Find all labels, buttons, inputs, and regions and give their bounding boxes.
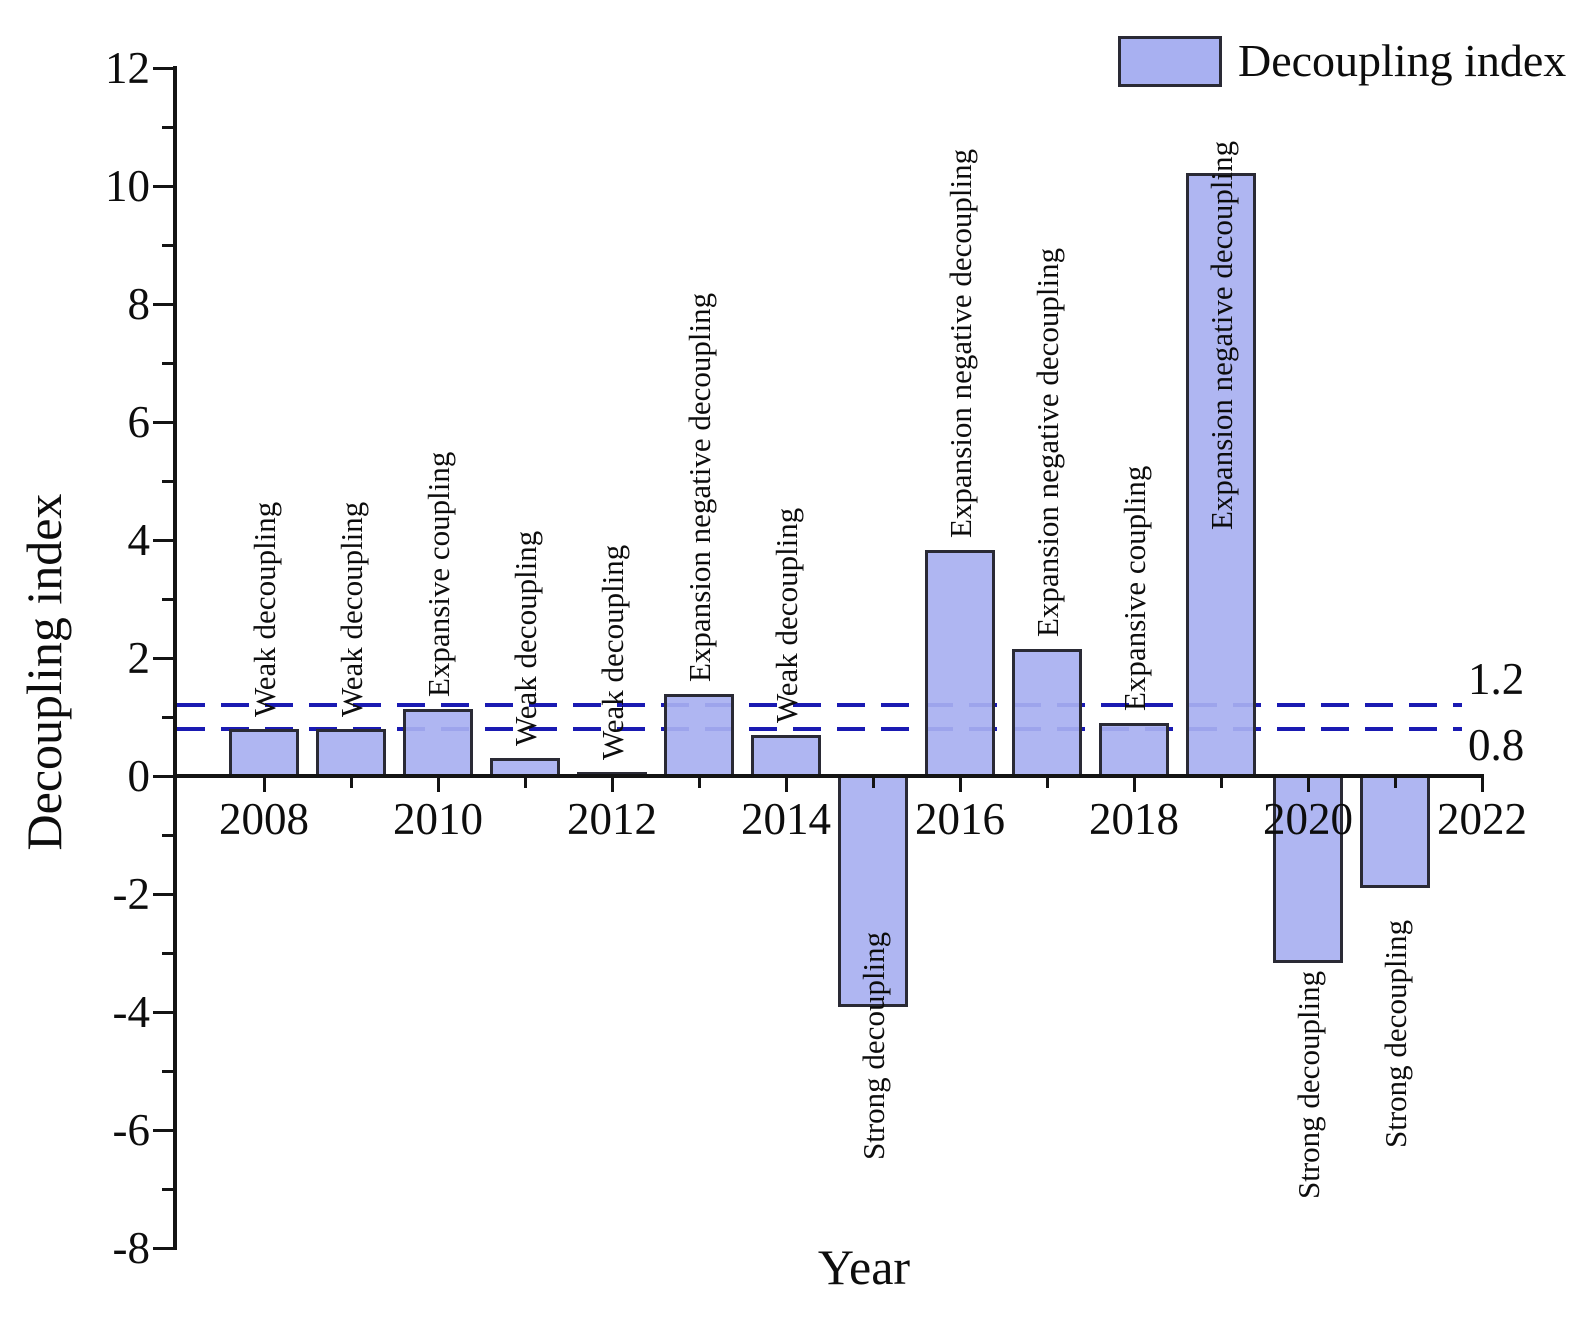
y-tick-label-10: 10	[105, 161, 150, 211]
y-tick-2	[153, 656, 175, 660]
y-tick-11	[162, 125, 175, 129]
x-tick-2011	[523, 776, 527, 788]
reference-line-label-0.8: 0.8	[1468, 720, 1525, 770]
x-tick-label-2018: 2018	[1089, 794, 1179, 844]
bar-2010	[403, 709, 473, 778]
bar-annotation-2013: Expansion negative decoupling	[681, 292, 717, 682]
x-tick-2010	[436, 776, 440, 792]
y-tick-3	[162, 597, 175, 601]
bar-annotation-2020: Strong decoupling	[1290, 970, 1326, 1200]
bar-2008	[229, 728, 299, 778]
x-tick-2021	[1393, 776, 1397, 788]
x-tick-label-2020: 2020	[1263, 794, 1353, 844]
bar-annotation-2019: Expansion negative decoupling	[1203, 140, 1239, 531]
y-tick-1	[162, 715, 175, 719]
x-tick-2016	[958, 776, 962, 792]
y-axis-line	[173, 66, 177, 1250]
y-tick-5	[162, 479, 175, 483]
x-tick-label-2016: 2016	[915, 794, 1005, 844]
bar-2018	[1099, 722, 1169, 778]
legend-label: Decoupling index	[1238, 35, 1567, 86]
y-tick--8	[153, 1246, 175, 1250]
bar-2016	[925, 550, 995, 778]
bar-annotation-2011: Weak decoupling	[507, 531, 543, 747]
bar-annotation-2010: Expansive coupling	[420, 451, 456, 698]
y-tick-label-0: 0	[127, 751, 151, 801]
x-tick-2019	[1219, 776, 1223, 788]
x-tick-2008	[262, 776, 266, 792]
y-tick-9	[162, 243, 175, 247]
y-tick--3	[162, 951, 175, 955]
y-tick--6	[153, 1128, 175, 1132]
reference-line-0.8	[177, 726, 1462, 731]
y-axis-title-text: Decoupling index	[16, 493, 72, 851]
x-tick-2022	[1480, 776, 1484, 792]
y-tick-7	[162, 361, 175, 365]
bar-annotation-2021: Strong decoupling	[1377, 919, 1413, 1149]
y-tick--5	[162, 1069, 175, 1073]
y-tick--7	[162, 1187, 175, 1191]
x-tick-label-2012: 2012	[567, 794, 657, 844]
y-tick-label-8: 8	[127, 279, 151, 329]
bar-annotation-2009: Weak decoupling	[333, 501, 369, 717]
bar-annotation-2012: Weak decoupling	[594, 544, 630, 760]
y-tick-label--6: -6	[112, 1105, 151, 1155]
bar-2019	[1186, 173, 1256, 778]
y-tick-0	[153, 774, 175, 778]
y-tick-6	[153, 420, 175, 424]
y-tick-4	[153, 538, 175, 542]
x-tick-label-2008: 2008	[219, 794, 309, 844]
y-tick-label-12: 12	[105, 43, 150, 93]
legend-swatch	[1118, 36, 1222, 87]
x-tick-2018	[1132, 776, 1136, 792]
y-tick-label-6: 6	[127, 397, 151, 447]
bar-annotation-2016: Expansion negative decoupling	[942, 148, 978, 539]
bar-2009	[316, 728, 386, 778]
bar-annotation-2008: Weak decoupling	[246, 501, 282, 717]
bar-annotation-2018: Expansive coupling	[1116, 465, 1152, 711]
x-tick-label-2022: 2022	[1437, 794, 1527, 844]
bar-annotation-2017: Expansion negative decoupling	[1029, 248, 1065, 638]
y-tick-label--4: -4	[112, 987, 151, 1037]
y-tick--1	[162, 833, 175, 837]
x-tick-2009	[349, 776, 353, 788]
bar-2014	[751, 734, 821, 778]
y-tick-12	[153, 66, 175, 70]
y-tick--2	[153, 892, 175, 896]
x-axis-line	[173, 774, 1484, 778]
bar-annotation-2014: Weak decoupling	[768, 507, 804, 723]
y-tick-label--8: -8	[112, 1223, 151, 1273]
x-tick-2014	[784, 776, 788, 792]
y-tick--4	[153, 1010, 175, 1014]
bar-2020	[1273, 774, 1343, 964]
bar-2021	[1360, 774, 1430, 889]
x-tick-2013	[697, 776, 701, 788]
bar-2017	[1012, 649, 1082, 778]
reference-line-1.2	[177, 703, 1462, 708]
x-tick-label-2014: 2014	[741, 794, 831, 844]
x-tick-label-2010: 2010	[393, 794, 483, 844]
y-tick-10	[153, 184, 175, 188]
bar-annotation-2015: Strong decoupling	[855, 932, 891, 1161]
y-tick-label-4: 4	[127, 515, 151, 565]
y-tick-label-2: 2	[127, 633, 151, 683]
x-axis-title: Year	[817, 1239, 911, 1295]
x-tick-2020	[1306, 776, 1310, 792]
y-tick-label--2: -2	[112, 869, 151, 919]
reference-line-label-1.2: 1.2	[1468, 654, 1525, 704]
y-tick-8	[153, 302, 175, 306]
x-tick-2015	[871, 776, 875, 788]
bar-2013	[664, 693, 734, 778]
x-tick-2017	[1045, 776, 1049, 788]
x-tick-2012	[610, 776, 614, 792]
